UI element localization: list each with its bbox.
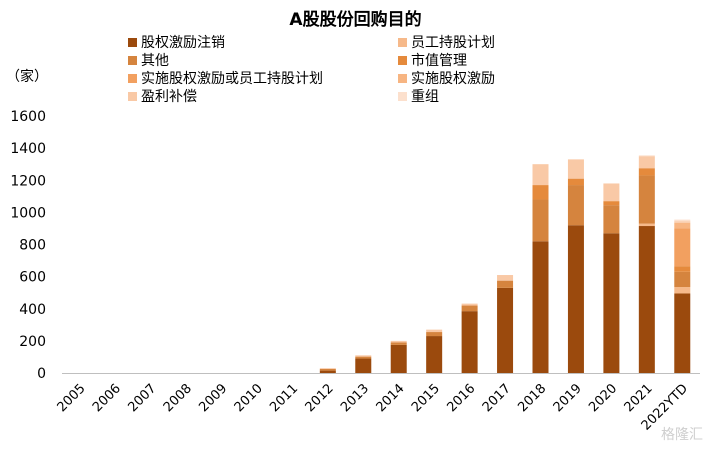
bar-segment bbox=[497, 275, 514, 281]
x-tick-label: 2013 bbox=[338, 381, 372, 415]
x-tick-label: 2016 bbox=[444, 381, 478, 415]
y-tick-label: 0 bbox=[37, 366, 46, 382]
x-tick-label: 2010 bbox=[232, 381, 266, 415]
bar-segment bbox=[638, 226, 655, 373]
x-tick-label: 2012 bbox=[303, 381, 337, 415]
bar-segment bbox=[674, 271, 691, 288]
y-tick-label: 200 bbox=[19, 334, 46, 350]
y-tick-label: 1400 bbox=[10, 141, 46, 157]
legend-swatch bbox=[128, 37, 137, 47]
x-tick-label: 2014 bbox=[374, 381, 408, 415]
y-tick-label: 400 bbox=[19, 302, 46, 318]
bar-segment bbox=[461, 303, 478, 306]
x-tick-label: 2015 bbox=[409, 381, 443, 415]
y-tick-label: 800 bbox=[19, 238, 46, 254]
bar-segment bbox=[532, 199, 549, 242]
bar-segment bbox=[497, 280, 514, 288]
legend-swatch bbox=[128, 73, 137, 83]
y-tick-label: 600 bbox=[19, 270, 46, 286]
bar-segment bbox=[390, 342, 407, 345]
bar-segment bbox=[603, 183, 620, 202]
bar-segment bbox=[355, 356, 372, 359]
bar-segment bbox=[532, 241, 549, 373]
bar-segment bbox=[497, 287, 514, 373]
chart-title: A股股份回购目的 bbox=[289, 10, 422, 30]
legend-label: 股权激励注销 bbox=[141, 35, 225, 51]
bar-segment bbox=[461, 311, 478, 373]
x-tick-label: 2007 bbox=[125, 381, 159, 415]
bar-segment bbox=[674, 266, 691, 272]
legend-item: 股权激励注销 bbox=[128, 32, 225, 52]
legend-label: 重组 bbox=[411, 89, 439, 105]
bar-segment bbox=[426, 329, 443, 333]
legend-item: 员工持股计划 bbox=[398, 32, 495, 52]
y-tick-label: 1600 bbox=[10, 109, 46, 125]
bar-segment bbox=[355, 358, 372, 373]
x-tick-label: 2019 bbox=[551, 381, 585, 415]
legend-swatch bbox=[398, 73, 407, 83]
legend-label: 市值管理 bbox=[411, 53, 467, 69]
legend-swatch bbox=[128, 91, 137, 101]
bar-segment bbox=[319, 368, 336, 369]
bar-segment bbox=[355, 355, 372, 357]
x-tick-label: 2011 bbox=[267, 381, 301, 415]
bar-segment bbox=[567, 178, 584, 186]
bar-segment bbox=[532, 185, 549, 200]
x-tick-label: 2005 bbox=[55, 381, 89, 415]
bar-segment bbox=[603, 205, 620, 234]
x-tick-label: 2018 bbox=[515, 381, 549, 415]
bar-segment bbox=[319, 368, 336, 371]
x-tick-label: 2009 bbox=[196, 381, 230, 415]
bar-segment bbox=[603, 233, 620, 373]
legend-label: 实施股权激励 bbox=[411, 71, 495, 87]
bar-segment bbox=[603, 201, 620, 206]
bar-segment bbox=[426, 332, 443, 337]
bar-segment bbox=[390, 340, 407, 343]
bar-segment bbox=[567, 225, 584, 373]
bar-segment bbox=[638, 175, 655, 224]
bar-segment bbox=[674, 219, 691, 222]
bar-segment bbox=[390, 344, 407, 373]
legend-swatch bbox=[398, 55, 407, 65]
bar-segment bbox=[532, 164, 549, 186]
bar-segment bbox=[638, 223, 655, 227]
legend-swatch bbox=[398, 91, 407, 101]
x-tick-label: 2020 bbox=[586, 381, 620, 415]
y-tick-label: 1200 bbox=[10, 173, 46, 189]
legend-label: 员工持股计划 bbox=[411, 35, 495, 51]
legend-swatch bbox=[398, 37, 407, 47]
bar-segment bbox=[674, 228, 691, 267]
bar-segment bbox=[674, 222, 691, 229]
legend-label: 其他 bbox=[141, 53, 169, 69]
legend-item: 实施股权激励 bbox=[398, 68, 495, 88]
bar-segment bbox=[567, 185, 584, 226]
legend-item: 重组 bbox=[398, 86, 439, 106]
bar-segment bbox=[426, 336, 443, 373]
bar-segment bbox=[674, 287, 691, 294]
y-tick-label: 1000 bbox=[10, 205, 46, 221]
legend-item: 实施股权激励或员工持股计划 bbox=[128, 68, 323, 88]
y-axis-unit-label: （家） bbox=[6, 69, 48, 85]
bar-segment bbox=[319, 370, 336, 373]
x-tick-label: 2008 bbox=[161, 381, 195, 415]
bar-segment bbox=[461, 305, 478, 312]
legend-label: 盈利补偿 bbox=[141, 89, 197, 105]
x-tick-label: 2006 bbox=[90, 381, 124, 415]
bar-segment bbox=[638, 168, 655, 176]
bar-segment bbox=[638, 156, 655, 169]
legend-item: 其他 bbox=[128, 50, 169, 70]
bar-segment bbox=[674, 221, 691, 223]
x-tick-label: 2017 bbox=[480, 381, 514, 415]
legend-swatch bbox=[128, 55, 137, 65]
watermark: 格隆汇 bbox=[661, 427, 703, 443]
legend-item: 盈利补偿 bbox=[128, 86, 197, 106]
bar-segment bbox=[567, 159, 584, 179]
bar-segment bbox=[674, 293, 691, 373]
bar-segment bbox=[638, 155, 655, 157]
legend-label: 实施股权激励或员工持股计划 bbox=[141, 71, 323, 87]
legend-item: 市值管理 bbox=[398, 50, 467, 70]
